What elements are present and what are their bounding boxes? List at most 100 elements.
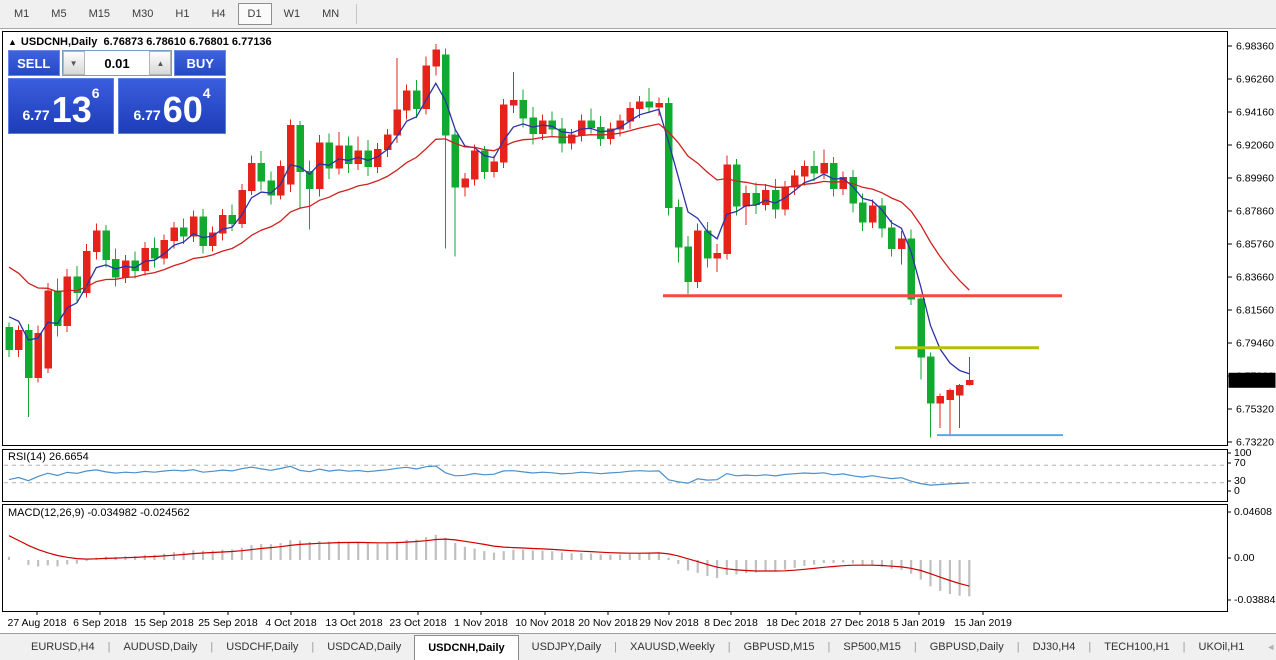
chart-tab-usdcad[interactable]: USDCAD,Daily <box>327 641 402 653</box>
price-pane[interactable] <box>5 43 1063 438</box>
chart-tab-audusd[interactable]: AUDUSD,Daily <box>123 641 198 653</box>
svg-text:13 Oct 2018: 13 Oct 2018 <box>325 617 382 629</box>
svg-text:70: 70 <box>1234 457 1246 469</box>
tab-separator: | <box>913 641 917 653</box>
macd-pane[interactable] <box>7 534 971 597</box>
pane-frames <box>2 31 1228 612</box>
chart-tab-gbpusd[interactable]: GBPUSD,M15 <box>743 641 815 653</box>
chart-tab-sp500[interactable]: SP500,M15 <box>843 641 901 653</box>
svg-text:4 Oct 2018: 4 Oct 2018 <box>265 617 317 629</box>
svg-text:6.87860: 6.87860 <box>1236 206 1274 218</box>
sell-price-tile[interactable]: 6.77 13 6 <box>8 78 114 134</box>
timeframe-button-m15[interactable]: M15 <box>88 8 110 20</box>
svg-text:6.73220: 6.73220 <box>1236 437 1274 449</box>
timeframe-button-h1[interactable]: H1 <box>175 8 190 20</box>
svg-text:0: 0 <box>1234 485 1240 497</box>
tab-separator: | <box>727 641 731 653</box>
svg-text:6.85760: 6.85760 <box>1236 239 1274 251</box>
chart-tab-gbpusd[interactable]: GBPUSD,Daily <box>929 641 1004 653</box>
timeframe-button-m5[interactable]: M5 <box>51 8 67 20</box>
chart-tab-eurusd[interactable]: EURUSD,H4 <box>31 641 95 653</box>
buy-price-prefix: 6.77 <box>133 107 161 123</box>
tab-separator: | <box>1182 641 1186 653</box>
svg-text:6.83660: 6.83660 <box>1236 272 1274 284</box>
rsi-pane[interactable] <box>4 464 1226 486</box>
svg-text:15 Sep 2018: 15 Sep 2018 <box>134 617 194 629</box>
svg-text:27 Dec 2018: 27 Dec 2018 <box>830 617 890 629</box>
chart-tab-ukoil[interactable]: UKOil,H1 <box>1198 641 1245 653</box>
buy-price-big: 60 <box>162 89 203 131</box>
tab-separator: | <box>1016 641 1020 653</box>
sell-price-sup: 6 <box>91 85 100 101</box>
toolbar-separator <box>356 4 358 24</box>
date-axis[interactable]: 27 Aug 2018 6 Sep 2018 15 Sep 2018 25 Sep 2… <box>8 611 1013 630</box>
volume-increase-icon[interactable]: ▲ <box>149 51 172 75</box>
svg-text:1 Nov 2018: 1 Nov 2018 <box>454 617 508 629</box>
sell-price-prefix: 6.77 <box>22 107 50 123</box>
volume-input[interactable]: 0.01 <box>104 55 130 71</box>
macd-value: -0.034982 -0.024562 <box>87 507 190 519</box>
chart-tab-usdchf[interactable]: USDCHF,Daily <box>226 641 299 653</box>
tab-separator: | <box>614 641 617 653</box>
tab-separator: | <box>210 641 214 653</box>
rsi-value: 26.6654 <box>48 451 89 463</box>
buy-price-tile[interactable]: 6.77 60 4 <box>118 78 226 134</box>
timeframe-button-m30[interactable]: M30 <box>131 8 154 20</box>
chart-title: ▲ USDCNH,Daily 6.76873 6.78610 6.76801 6.… <box>8 36 272 48</box>
svg-text:6.89960: 6.89960 <box>1236 173 1274 185</box>
tab-separator: | <box>1088 641 1092 653</box>
timeframe-button-w1[interactable]: W1 <box>283 8 301 20</box>
svg-text:6 Sep 2018: 6 Sep 2018 <box>73 617 127 629</box>
svg-text:6.92060: 6.92060 <box>1236 140 1274 152</box>
rsi-label: RSI(14) 26.6654 <box>8 451 89 463</box>
timeframe-button-h4[interactable]: H4 <box>211 8 226 20</box>
sell-button[interactable]: SELL <box>8 50 60 76</box>
tab-separator: | <box>107 641 111 653</box>
buy-button[interactable]: BUY <box>174 50 227 76</box>
svg-text:6.96260: 6.96260 <box>1236 74 1274 86</box>
svg-text:10 Nov 2018: 10 Nov 2018 <box>515 617 575 629</box>
chart-tab-bar: EURUSD,H4 | AUDUSD,Daily | USDCHF,Daily | USDC… <box>0 633 1276 660</box>
chart-tab-tech100[interactable]: TECH100,H1 <box>1104 641 1170 653</box>
svg-text:6.79460: 6.79460 <box>1236 338 1274 350</box>
price-axis[interactable]: 6.98360 6.96260 6.94160 6.92060 6.89960 6.878… <box>1227 41 1276 449</box>
svg-text:6.75320: 6.75320 <box>1236 404 1274 416</box>
volume-spinner: ▼ 0.01 ▲ <box>61 50 173 76</box>
svg-text:20 Nov 2018: 20 Nov 2018 <box>578 617 638 629</box>
tab-scroll-left-icon[interactable]: ◄ <box>1266 642 1276 652</box>
svg-text:6.77136: 6.77136 <box>1231 375 1269 387</box>
svg-text:25 Sep 2018: 25 Sep 2018 <box>198 617 258 629</box>
svg-text:23 Oct 2018: 23 Oct 2018 <box>389 617 446 629</box>
collapse-panel-icon[interactable]: ▲ <box>8 37 17 47</box>
symbol-period-label: USDCNH,Daily <box>20 36 98 48</box>
tab-separator: | <box>827 641 831 653</box>
svg-text:29 Nov 2018: 29 Nov 2018 <box>639 617 699 629</box>
chart-tab-usdjpy[interactable]: USDJPY,Daily <box>531 641 602 653</box>
svg-text:6.94160: 6.94160 <box>1236 107 1274 119</box>
chart-tab-usdcnh[interactable]: USDCNH,Daily <box>414 635 519 660</box>
chart-tab-xauusd[interactable]: XAUUSD,Weekly <box>629 641 715 653</box>
svg-text:0.04608: 0.04608 <box>1234 506 1272 518</box>
tab-separator: | <box>311 641 315 653</box>
svg-text:15 Jan 2019: 15 Jan 2019 <box>954 617 1012 629</box>
svg-text:18 Dec 2018: 18 Dec 2018 <box>766 617 826 629</box>
sell-price-big: 13 <box>51 89 92 131</box>
svg-text:100: 100 <box>1234 447 1252 459</box>
macd-label: MACD(12,26,9) -0.034982 -0.024562 <box>8 507 190 519</box>
volume-decrease-icon[interactable]: ▼ <box>62 51 85 75</box>
buy-price-sup: 4 <box>202 85 211 101</box>
timeframe-toolbar: M1 M5 M15 M30 H1 H4 D1 W1 MN <box>0 0 1276 29</box>
svg-text:6.98360: 6.98360 <box>1236 41 1274 53</box>
svg-text:0.00: 0.00 <box>1234 552 1255 564</box>
svg-text:5 Jan 2019: 5 Jan 2019 <box>893 617 945 629</box>
timeframe-button-mn[interactable]: MN <box>322 8 340 20</box>
chart-tab-dj30[interactable]: DJ30,H4 <box>1032 641 1076 653</box>
timeframe-button-d1[interactable]: D1 <box>237 3 272 25</box>
ohlc-values: 6.76873 6.78610 6.76801 6.77136 <box>103 36 272 48</box>
svg-text:27 Aug 2018: 27 Aug 2018 <box>8 617 67 629</box>
svg-text:6.81560: 6.81560 <box>1236 305 1274 317</box>
timeframe-button-m1[interactable]: M1 <box>14 8 30 20</box>
svg-text:30: 30 <box>1234 475 1246 487</box>
